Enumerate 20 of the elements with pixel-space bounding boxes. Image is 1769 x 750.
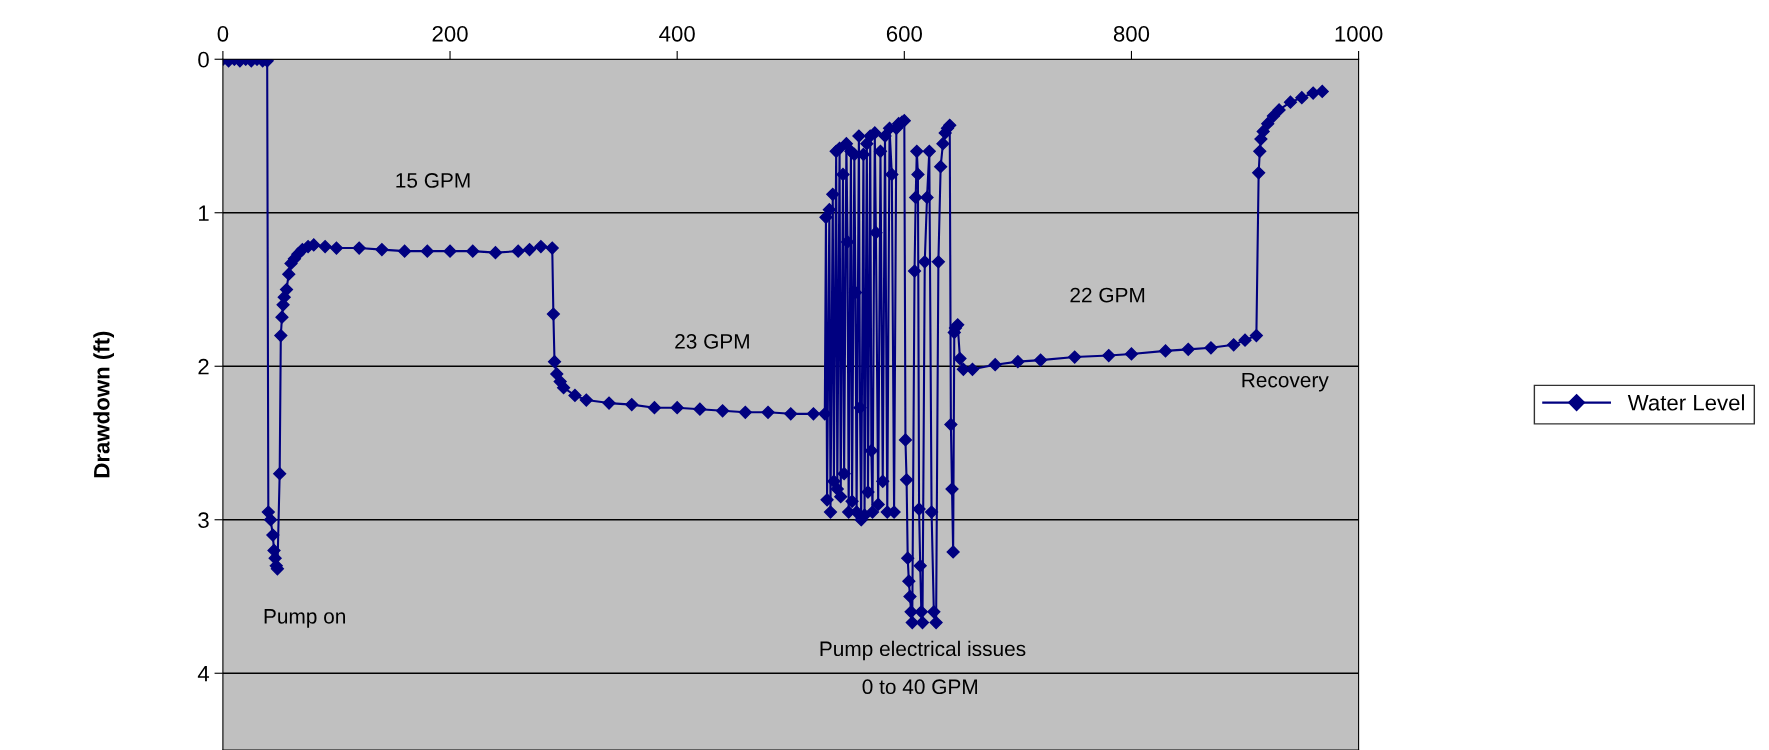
x-tick-label: 600 xyxy=(886,25,922,42)
y-tick-label: 1 xyxy=(199,205,209,221)
x-tick-label: 1000 xyxy=(1335,25,1383,42)
annotation: 15 GPM xyxy=(396,173,470,188)
x-tick-label: 400 xyxy=(659,25,695,42)
annotation: 23 GPM xyxy=(675,333,749,349)
y-tick-label: 4 xyxy=(197,666,210,682)
x-tick-label: 0 xyxy=(217,25,229,42)
legend-label: Water Level xyxy=(1627,394,1744,411)
annotation: 0 to 40 GPM xyxy=(862,679,977,695)
y-tick-label: 3 xyxy=(198,512,209,529)
annotation: Pump on xyxy=(264,609,346,628)
annotation: Recovery xyxy=(1242,372,1329,392)
y-tick-label: 2 xyxy=(198,358,209,375)
x-tick-label: 200 xyxy=(432,25,468,42)
annotation: Pump electrical issues xyxy=(820,640,1026,661)
y-axis-title: Drawdown (ft) xyxy=(93,331,115,478)
y-tick-label: 0 xyxy=(198,51,209,68)
x-tick-label: 800 xyxy=(1113,25,1150,42)
annotation: 22 GPM xyxy=(1070,287,1145,303)
